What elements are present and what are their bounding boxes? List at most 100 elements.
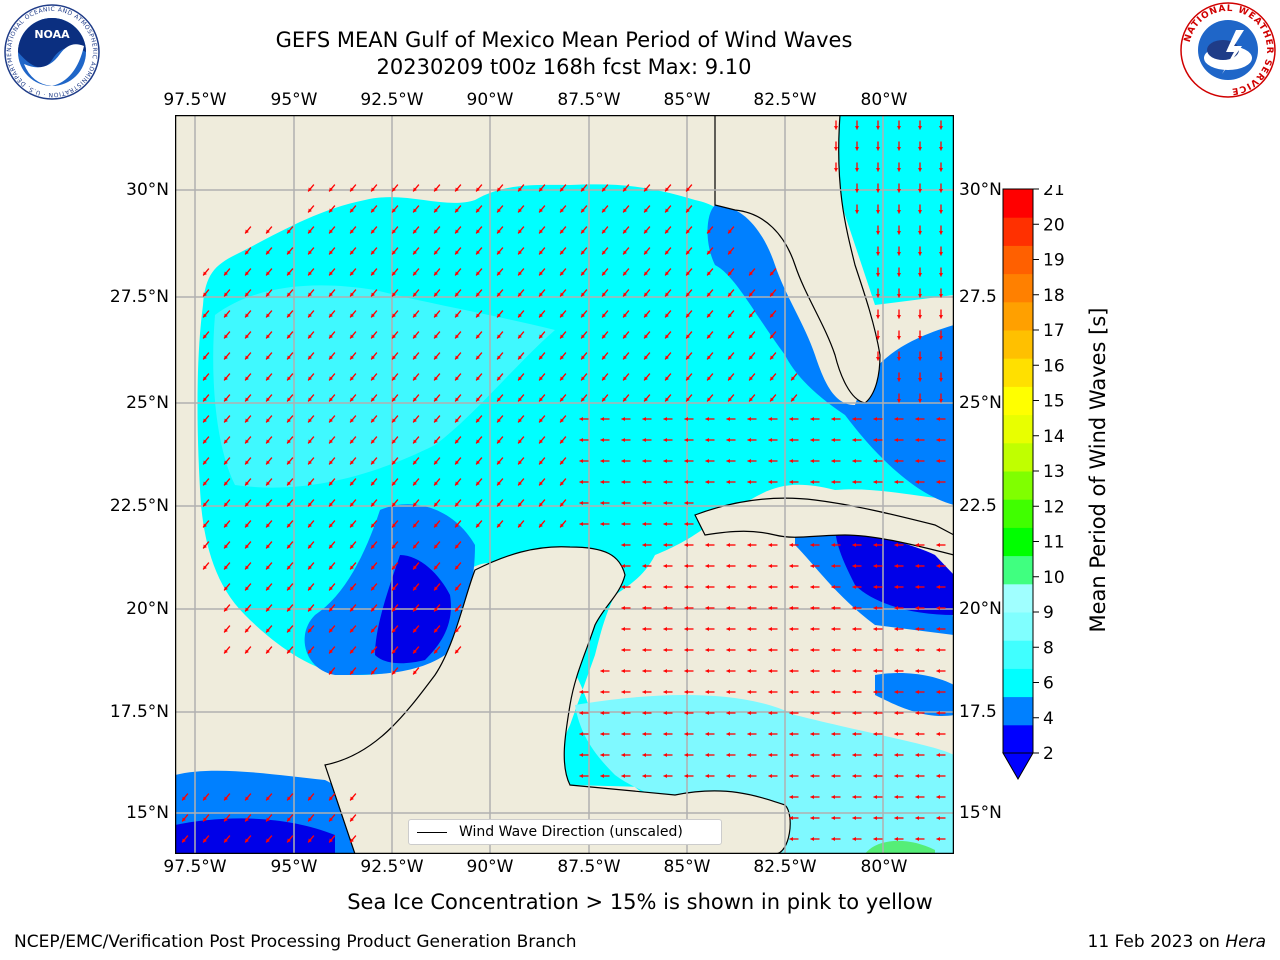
wind-wave-arrowhead [642,752,646,758]
wind-wave-arrowhead [392,313,396,318]
wind-wave-arrowhead [896,378,902,382]
wind-wave-arrowhead [434,355,438,360]
wind-wave-arrowhead [579,458,583,464]
colorbar-tick-label: 18 [1043,286,1065,306]
wind-wave-arrowhead [894,710,898,716]
wind-wave-arrowhead [705,479,709,485]
wind-wave-arrowhead [245,607,249,612]
sea-ice-caption: Sea Ice Concentration > 15% is shown in … [347,890,933,914]
wind-wave-arrowhead [371,397,375,402]
wind-wave-arrowhead [602,376,606,381]
wind-wave-arrowhead [518,418,522,423]
florida-peninsula [714,115,881,404]
wind-wave-arrowhead [245,460,249,465]
wind-wave-arrowhead [770,397,774,402]
wind-wave-arrowhead [810,773,814,779]
wind-wave-arrowhead [705,458,709,464]
wind-wave-arrowhead [768,647,772,653]
wind-wave-arrowhead [917,189,923,193]
wind-wave-arrowhead [329,796,333,801]
wind-wave-arrowhead [455,313,459,318]
colorbar-segment [1003,668,1033,698]
wind-wave-arrowhead [434,460,438,465]
wind-wave-arrowhead [873,563,877,569]
wind-wave-arrowhead [644,313,648,318]
period-2-4-zone [875,673,954,716]
wind-wave-arrowhead [621,689,625,695]
wind-wave-arrowhead [287,838,291,843]
wind-wave-arrowhead [371,229,375,234]
wind-wave-arrowhead [831,605,835,611]
wind-wave-arrowhead [831,689,835,695]
wind-wave-arrowhead [329,292,333,297]
wind-wave-arrowhead [768,605,772,611]
wind-wave-arrowhead [392,292,396,297]
wind-wave-arrowhead [728,376,732,381]
wind-wave-arrowhead [245,838,249,843]
wind-wave-arrowhead [938,189,944,193]
wind-wave-arrowhead [726,416,730,422]
wind-wave-arrowhead [665,355,669,360]
wind-wave-arrowhead [686,334,690,339]
wind-wave-arrowhead [938,147,944,151]
wind-wave-arrowhead [789,584,793,590]
wind-wave-arrowhead [705,416,709,422]
wind-wave-arrowhead [747,752,751,758]
wind-wave-arrowhead [938,378,944,382]
wind-wave-arrowhead [434,250,438,255]
wind-wave-arrowhead [245,439,249,444]
plot-title-line2: 20230209 t00z 168h fcst Max: 9.10 [376,55,752,79]
wind-wave-arrowhead [894,647,898,653]
wind-wave-arrowhead [623,313,627,318]
wind-wave-arrowhead [728,313,732,318]
wind-wave-arrowhead [810,647,814,653]
wind-wave-arrowhead [873,752,877,758]
wind-wave-arrowhead [726,668,730,674]
wind-wave-arrowhead [287,397,291,402]
wind-wave-arrowhead [308,250,312,255]
wind-wave-arrowhead [455,565,459,570]
wind-wave-arrowhead [371,271,375,276]
wind-wave-arrowhead [602,187,606,192]
lon-tick-bottom: 87.5°W [557,857,621,877]
wind-wave-arrowhead [203,355,207,360]
wind-wave-arrowhead [350,649,354,654]
wind-wave-arrowhead [581,271,585,276]
wind-wave-arrowhead [497,439,501,444]
wind-wave-arrowhead [476,376,480,381]
wind-wave-arrowhead [602,229,606,234]
wind-wave-arrowhead [894,731,898,737]
wind-wave-arrowhead [665,187,669,192]
wind-wave-arrowhead [852,647,856,653]
wind-wave-arrowhead [266,628,270,633]
wind-wave-arrowhead [642,605,646,611]
wind-wave-arrowhead [581,250,585,255]
wind-wave-arrowhead [875,357,881,361]
lon-tick-top: 95°W [270,90,318,110]
colorbar-tick-label: 8 [1043,638,1054,658]
wind-wave-arrowhead [644,271,648,276]
wind-wave-arrowhead [728,250,732,255]
wind-wave-arrowhead [224,817,228,822]
lat-tick-right: 27.5 [959,287,997,307]
wind-wave-arrowhead [518,376,522,381]
wind-wave-arrowhead [579,773,583,779]
wind-wave-arrowhead [873,437,877,443]
wind-wave-arrowhead [707,313,711,318]
wind-wave-arrowhead [560,397,564,402]
wind-wave-arrowhead [852,710,856,716]
wind-wave-arrowhead [329,670,333,675]
wind-wave-arrowhead [539,229,543,234]
wind-wave-arrowhead [770,271,774,276]
wind-wave-arrowhead [873,626,877,632]
wind-wave-arrowhead [705,647,709,653]
wind-wave-arrowhead [810,584,814,590]
wind-wave-arrowhead [810,458,814,464]
wind-wave-arrowhead [476,208,480,213]
wind-wave-arrowhead [266,796,270,801]
wind-wave-arrowhead [497,397,501,402]
wind-wave-arrowhead [203,544,207,549]
wind-wave-arrowhead [644,208,648,213]
wind-wave-arrowhead [329,586,333,591]
wind-wave-arrowhead [938,273,944,277]
